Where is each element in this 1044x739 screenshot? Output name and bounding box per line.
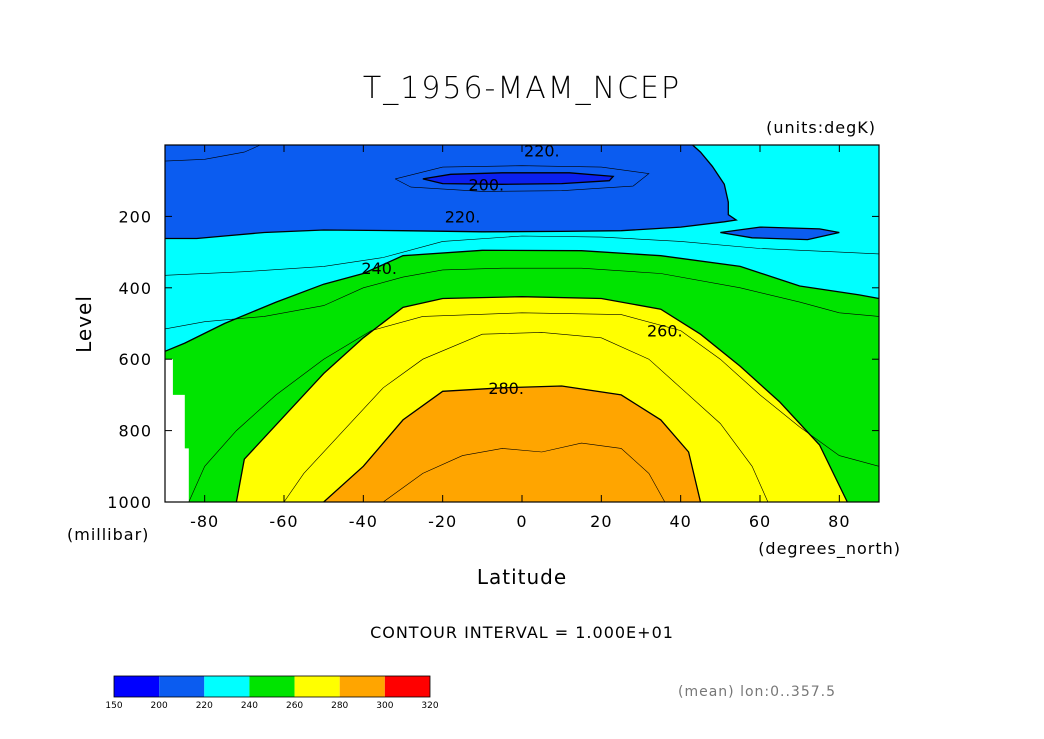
colorbar-tick-label: 200	[151, 701, 168, 711]
minor-contour-line	[394, 165, 650, 192]
contour-line-layer	[164, 144, 880, 503]
colorbar-swatch	[384, 676, 430, 697]
y-units-label: (millibar)	[67, 525, 149, 544]
x-tick-label: 0	[516, 512, 527, 531]
contour-region-lt200	[422, 172, 614, 185]
colorbar-swatch	[294, 676, 340, 697]
x-tick-label: 20	[590, 512, 612, 531]
colorbar-tick-label: 240	[241, 701, 258, 711]
colorbar-swatch	[339, 676, 385, 697]
major-contour-line	[165, 144, 738, 240]
chart-title: T_1956-MAM_NCEP	[363, 71, 681, 106]
colorbar-swatch	[114, 676, 160, 697]
major-contour-line	[235, 296, 848, 503]
x-tick-label: -40	[349, 512, 378, 531]
colorbar-tick-label: 220	[196, 701, 213, 711]
major-contour-line	[720, 226, 840, 241]
x-tick-label: 40	[669, 512, 691, 531]
colorbar-tick-label: 150	[105, 701, 122, 711]
units-label: (units:degK)	[766, 118, 876, 137]
contour-label: 200.	[468, 175, 504, 194]
major-contour-line	[323, 385, 702, 503]
contour-fill-layer	[165, 145, 879, 502]
contour-label: 260.	[647, 322, 683, 341]
colorbar: 150 200 220 240 260 280 300 320	[105, 675, 439, 711]
x-tick-label: -20	[428, 512, 457, 531]
footnote: (mean) lon:0..357.5	[678, 684, 836, 700]
contour-region-b200_220	[720, 227, 840, 240]
x-tick-label: -60	[269, 512, 298, 531]
minor-contour-line	[164, 267, 880, 330]
y-axis-title: Level	[72, 295, 96, 353]
minor-contour-line	[164, 144, 261, 162]
contour-label: 220.	[445, 207, 481, 226]
major-contour-line	[422, 172, 615, 185]
contour-label-layer: 220. 200. 220. 240. 260. 280.	[361, 141, 682, 397]
colorbar-tick-label: 280	[331, 701, 348, 711]
colorbar-tick-label: 300	[376, 701, 393, 711]
y-tick-label: 800	[118, 422, 152, 441]
x-axis: -80 -60 -40 -20 0 20 40 60 80	[190, 145, 850, 531]
minor-contour-line	[383, 442, 666, 503]
y-tick-label: 400	[118, 279, 152, 298]
y-tick-label: 1000	[107, 493, 152, 512]
x-tick-label: -80	[190, 512, 219, 531]
colorbar-swatch	[204, 676, 250, 697]
contour-interval-text: CONTOUR INTERVAL = 1.000E+01	[370, 623, 674, 642]
colorbar-swatch	[159, 676, 205, 697]
x-tick-label: 80	[828, 512, 850, 531]
minor-contour-line	[188, 312, 880, 503]
colorbar-tick-label: 260	[286, 701, 303, 711]
y-tick-label: 200	[118, 207, 152, 226]
contour-label: 220.	[524, 141, 560, 160]
x-units-label: (degrees_north)	[758, 539, 901, 559]
y-axis: 200 400 600 800 1000	[107, 207, 879, 512]
contour-region-b200_220	[165, 145, 737, 239]
minor-contour-line	[164, 235, 880, 276]
x-tick-label: 60	[749, 512, 771, 531]
contour-region-b280_300	[323, 386, 701, 502]
colorbar-tick-label: 320	[421, 701, 438, 711]
contour-label: 280.	[488, 379, 524, 398]
x-axis-title: Latitude	[477, 565, 567, 589]
colorbar-swatch	[249, 676, 295, 697]
major-contour-line	[164, 249, 880, 352]
contour-label: 240.	[361, 259, 397, 278]
y-tick-label: 600	[118, 350, 152, 369]
contour-region-missing	[165, 359, 189, 502]
minor-contour-line	[283, 332, 769, 503]
colorbar-frame	[113, 675, 431, 698]
